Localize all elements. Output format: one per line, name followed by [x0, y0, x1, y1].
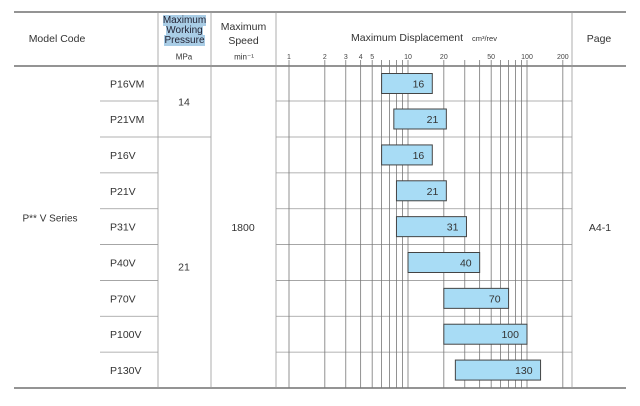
data-label: 21: [427, 114, 439, 126]
tick-label: 20: [440, 54, 448, 61]
header-speed: Maximum Speed: [211, 20, 276, 48]
header-pressure-line: Pressure: [164, 35, 205, 46]
model-name: P100V: [110, 329, 142, 341]
speed-unit: min⁻¹: [234, 52, 254, 62]
tick-label: 5: [370, 54, 374, 61]
displacement-bar: [393, 108, 447, 130]
model-name: P21VM: [110, 114, 144, 126]
tick-label: 2: [323, 54, 327, 61]
model-name: P16V: [110, 150, 136, 162]
header-pressure: Maximum Working Pressure: [158, 15, 211, 46]
tick-label: 50: [487, 54, 495, 61]
header-displacement: Maximum Displacement cm³/rev: [276, 32, 572, 44]
header-page: Page: [586, 33, 612, 45]
data-label: 31: [447, 222, 459, 234]
displacement-bar: [395, 216, 467, 238]
model-name: P21V: [110, 186, 136, 198]
model-name: P31V: [110, 222, 136, 234]
data-label: 70: [489, 293, 501, 305]
displacement-bar: [407, 252, 481, 273]
data-label: 21: [427, 186, 439, 198]
model-name: P16VM: [110, 79, 144, 91]
tick-label: 200: [557, 54, 569, 61]
displacement-bar: [395, 180, 447, 202]
tick-label: 10: [404, 54, 412, 61]
tick-label: 4: [359, 54, 363, 61]
displacement-bar: [381, 73, 433, 94]
tick-label: 100: [521, 54, 533, 61]
header-speed-line: Speed: [228, 35, 259, 47]
tick-label: 3: [344, 54, 348, 61]
data-label: 40: [460, 258, 472, 270]
data-label: 100: [501, 329, 519, 341]
header-pressure-line: Maximum: [162, 15, 207, 26]
header-pressure-line: Working: [166, 25, 203, 36]
data-label: 130: [515, 365, 533, 377]
header-speed-line: Maximum: [220, 21, 267, 33]
pressure-unit: MPa: [175, 52, 193, 62]
pressure-value: 21: [178, 262, 190, 274]
header-model-code: Model Code: [28, 33, 86, 45]
pressure-value: 14: [178, 97, 190, 109]
data-label: 16: [413, 150, 425, 162]
displacement-bar: [381, 144, 433, 166]
model-name: P40V: [110, 258, 136, 270]
series-label: P** V Series: [22, 213, 78, 225]
tick-label: 1: [287, 54, 291, 61]
displacement-bar: [443, 287, 510, 309]
displacement-title: Maximum Displacement: [351, 32, 464, 44]
speed-value: 1800: [231, 222, 255, 234]
data-label: 16: [413, 79, 425, 91]
displacement-bar: [443, 323, 528, 345]
model-name: P130V: [110, 365, 142, 377]
displacement-unit: cm³/rev: [471, 34, 497, 43]
model-name: P70V: [110, 293, 136, 305]
displacement-bar: [454, 359, 542, 381]
page-value: A4-1: [588, 222, 612, 234]
